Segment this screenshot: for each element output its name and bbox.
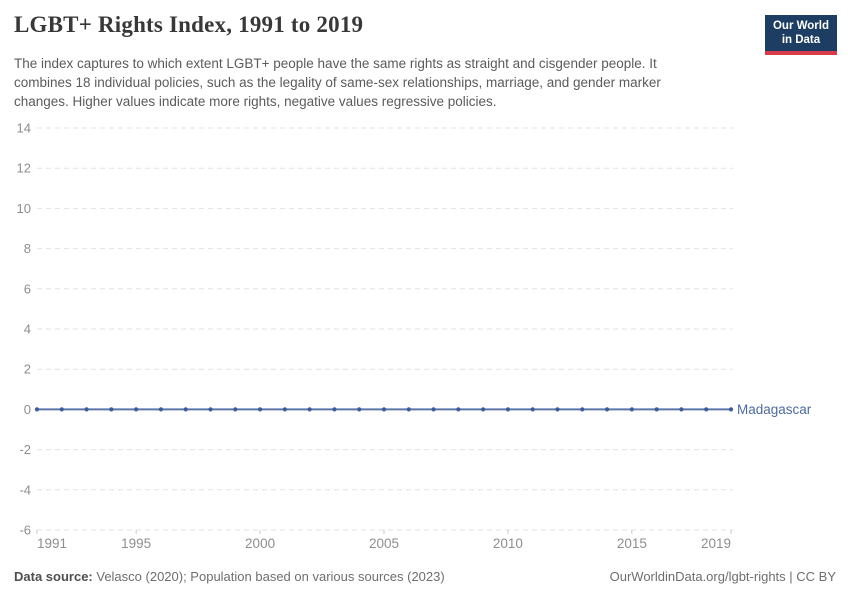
subtitle-line: The index captures to which extent LGBT+…: [14, 56, 657, 71]
attribution-link[interactable]: OurWorldinData.org/lgbt-rights | CC BY: [609, 569, 836, 584]
y-axis-tick-label: 2: [24, 362, 31, 377]
chart-subtitle: The index captures to which extent LGBT+…: [14, 54, 661, 111]
data-point[interactable]: [158, 407, 164, 412]
data-point[interactable]: [505, 407, 511, 412]
data-point[interactable]: [34, 407, 40, 412]
data-point[interactable]: [431, 407, 436, 412]
chart-footer: Data source: Velasco (2020); Population …: [14, 569, 836, 584]
y-axis-tick-label: -2: [19, 442, 31, 457]
y-axis-tick-label: 0: [24, 402, 31, 417]
data-point[interactable]: [307, 407, 312, 412]
data-point[interactable]: [481, 407, 486, 412]
data-point[interactable]: [679, 407, 684, 412]
y-axis-tick-label: 14: [17, 121, 31, 136]
y-axis-tick-label: 8: [24, 241, 31, 256]
data-point[interactable]: [282, 407, 287, 412]
data-source-label: Data source:: [14, 569, 93, 584]
y-axis-tick-label: -4: [19, 482, 31, 497]
data-point[interactable]: [233, 407, 238, 412]
series-label[interactable]: Madagascar: [737, 402, 812, 417]
data-point[interactable]: [580, 407, 585, 412]
data-point[interactable]: [629, 407, 634, 412]
x-axis-tick-label: 2000: [245, 536, 275, 551]
subtitle-line: combines 18 individual policies, such as…: [14, 75, 661, 90]
data-point[interactable]: [257, 407, 263, 412]
owid-logo-line2: in Data: [781, 33, 821, 46]
data-source-text: Velasco (2020); Population based on vari…: [92, 569, 445, 584]
data-point[interactable]: [183, 407, 188, 412]
y-axis-tick-label: -6: [19, 523, 31, 538]
y-axis-tick-label: 10: [17, 201, 31, 216]
x-axis-tick-label: 2019: [701, 536, 731, 551]
data-point[interactable]: [555, 407, 560, 412]
data-point[interactable]: [109, 407, 114, 412]
subtitle-line: changes. Higher values indicate more rig…: [14, 94, 497, 109]
data-point[interactable]: [604, 407, 610, 412]
data-point[interactable]: [59, 407, 64, 412]
data-point[interactable]: [406, 407, 411, 412]
y-axis-tick-label: 4: [24, 322, 31, 337]
data-point[interactable]: [381, 407, 387, 412]
x-axis-tick-label: 2010: [493, 536, 523, 551]
data-point[interactable]: [530, 407, 535, 412]
owid-logo[interactable]: Our World in Data: [764, 15, 837, 55]
data-point[interactable]: [728, 407, 734, 412]
chart-title: LGBT+ Rights Index, 1991 to 2019: [14, 12, 364, 37]
data-point[interactable]: [357, 407, 362, 412]
x-axis-tick-label: 1991: [37, 536, 67, 551]
data-point[interactable]: [84, 407, 89, 412]
x-axis-tick-label: 1995: [121, 536, 151, 551]
owid-logo-line1: Our World: [772, 20, 829, 32]
y-axis-tick-label: 6: [24, 281, 31, 296]
data-point[interactable]: [704, 407, 709, 412]
data-point[interactable]: [134, 407, 139, 412]
data-point[interactable]: [654, 407, 659, 412]
y-axis-tick-label: 12: [17, 161, 31, 176]
x-axis-tick-label: 2015: [617, 536, 647, 551]
data-point[interactable]: [208, 407, 213, 412]
x-axis-tick-label: 2005: [369, 536, 399, 551]
data-point[interactable]: [332, 407, 337, 412]
data-point[interactable]: [456, 407, 461, 412]
data-source-note: Data source: Velasco (2020); Population …: [14, 569, 445, 584]
